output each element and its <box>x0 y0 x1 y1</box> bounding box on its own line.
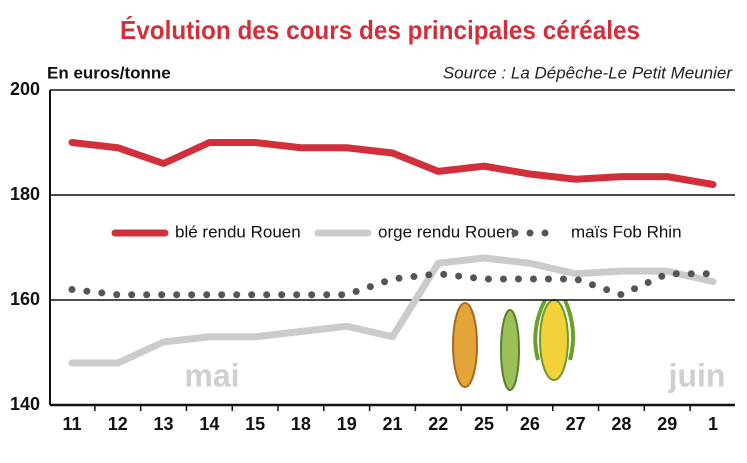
legend-label: blé rendu Rouen <box>175 222 301 241</box>
chart-title: Évolution des cours des principales céré… <box>120 15 640 45</box>
month-label: juin <box>668 357 726 393</box>
x-tick-label: 14 <box>199 414 219 434</box>
x-tick-label: 12 <box>108 414 128 434</box>
series-line <box>68 139 717 188</box>
series-line <box>68 254 717 367</box>
y-axis-label: En euros/tonne <box>47 63 171 82</box>
x-tick-label: 18 <box>291 414 311 434</box>
x-tick-label: 1 <box>708 414 718 434</box>
series-line <box>68 270 717 299</box>
y-tick-label: 200 <box>10 79 40 99</box>
x-tick-label: 22 <box>428 414 448 434</box>
legend-label: maïs Fob Rhin <box>571 222 682 241</box>
y-tick-label: 140 <box>10 394 40 414</box>
x-tick-label: 29 <box>657 414 677 434</box>
barley-icon <box>500 309 520 391</box>
month-label: mai <box>184 357 239 393</box>
x-tick-label: 11 <box>62 414 81 434</box>
x-tick-label: 15 <box>245 414 265 434</box>
x-tick-label: 13 <box>154 414 174 434</box>
wheat-icon <box>452 302 478 388</box>
y-tick-label: 180 <box>10 184 40 204</box>
x-tick-label: 19 <box>337 414 357 434</box>
corn-leaves <box>533 299 576 361</box>
cereal-icons <box>452 299 576 391</box>
y-tick-label: 160 <box>10 289 40 309</box>
x-tick-label: 26 <box>520 414 540 434</box>
corn-icon <box>539 299 569 381</box>
x-tick-label: 21 <box>382 414 402 434</box>
legend-label: orge rendu Rouen <box>378 222 515 241</box>
x-tick-label: 28 <box>611 414 631 434</box>
source: Source : La Dépêche-Le Petit Meunier <box>443 63 734 82</box>
x-tick-label: 25 <box>474 414 494 434</box>
x-tick-label: 27 <box>566 414 586 434</box>
